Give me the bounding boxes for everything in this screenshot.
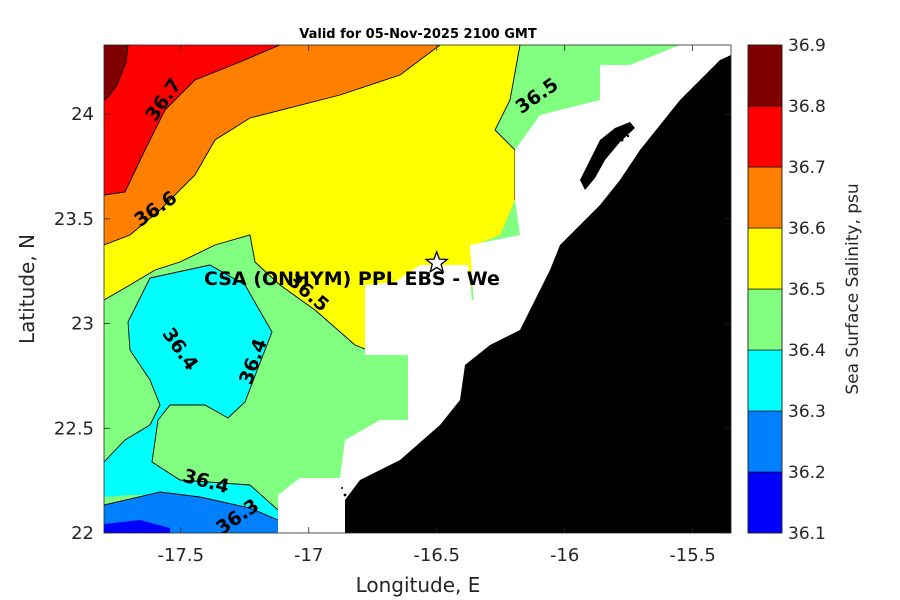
band-36-3-36-4-west — [104, 265, 278, 520]
colorbar-swatch — [747, 410, 783, 473]
colorbar-tick-label: 36.4 — [788, 341, 826, 361]
colorbar-swatch — [747, 44, 783, 107]
contour-line-36-7 — [104, 45, 281, 196]
colorbar-tick-label: 36.8 — [788, 97, 826, 117]
colorbar-swatch — [747, 105, 783, 168]
colorbar-swatch — [747, 471, 783, 534]
site-label: CSA (ONHYM) PPL EBS - We — [204, 268, 500, 290]
x-tick-label: -16 — [550, 545, 579, 566]
x-axis-label: Longitude, E — [356, 573, 481, 597]
colorbar-swatch — [747, 349, 783, 412]
y-axis-label: Latitude, N — [15, 234, 39, 344]
plot-frame — [103, 44, 732, 534]
contour-line-36-6 — [104, 45, 441, 246]
land-islet — [343, 493, 347, 497]
x-tick-label: -17 — [294, 545, 323, 566]
y-axis: 22 22.5 23 23.5 24 — [54, 104, 731, 544]
x-tick-label: -17.5 — [157, 545, 204, 566]
star-icon — [424, 249, 449, 274]
band-36-6-36-7 — [104, 45, 440, 245]
y-tick-label: 23.5 — [54, 209, 94, 230]
band-36-7-36-8 — [104, 45, 280, 195]
contour-line-36-5-south — [104, 234, 381, 356]
land-islet — [341, 487, 343, 489]
land-islet — [620, 138, 624, 142]
colorbar-swatch — [747, 166, 783, 229]
x-axis: -17.5 -17 -16.5 -16 -15.5 — [157, 45, 716, 566]
colorbar-tick-label: 36.6 — [788, 219, 826, 239]
plot-area: 36.736.636.536.536.4 36.436.436.3 — [104, 45, 731, 533]
colorbar-tick-label: 36.9 — [788, 36, 826, 56]
land-mass — [345, 55, 731, 533]
y-tick-label: 23 — [71, 314, 94, 335]
colorbar-label: Sea Surface Salinity, psu — [843, 183, 863, 394]
y-tick-label: 22.5 — [54, 418, 94, 439]
colorbar-frame — [747, 44, 783, 534]
x-tick-label: -15.5 — [669, 545, 716, 566]
contour-line-36-3 — [104, 491, 279, 521]
colorbar-tick-label: 36.3 — [788, 402, 826, 422]
colorbar-tick-label: 36.2 — [788, 463, 826, 483]
contour-line-36-4 — [149, 264, 279, 511]
colorbar-tick-label: 36.5 — [788, 280, 826, 300]
site-marker: CSA (ONHYM) PPL EBS - We — [204, 249, 500, 290]
contour-line-36-4-west — [104, 277, 161, 463]
colorbar: 36.1 36.2 36.3 36.4 36.5 36.6 36.7 36.8 36.9 — [747, 36, 826, 544]
y-tick-label: 22 — [71, 523, 94, 544]
contour-line-36-8 — [104, 45, 129, 101]
contour-lines — [104, 45, 521, 521]
y-tick-label: 24 — [71, 104, 94, 125]
band-36-1-36-2 — [104, 520, 170, 533]
colorbar-swatch — [747, 288, 783, 351]
colorbar-swatch — [747, 227, 783, 290]
x-tick-label: -16.5 — [413, 545, 460, 566]
land-islet — [626, 134, 630, 138]
colorbar-tick-label: 36.1 — [788, 524, 826, 544]
band-36-8-36-9 — [104, 45, 128, 100]
chart-title: Valid for 05-Nov-2025 2100 GMT — [299, 27, 537, 42]
colorbar-tick-label: 36.7 — [788, 158, 826, 178]
